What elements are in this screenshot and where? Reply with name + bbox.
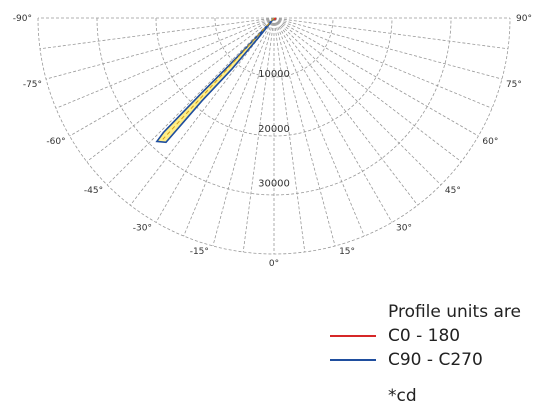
grid-radial <box>155 17 275 223</box>
angle-tick-label: -75° <box>23 80 42 90</box>
grid-radial <box>55 17 275 109</box>
grid-radial <box>273 17 418 206</box>
grid-radial <box>273 17 462 162</box>
polar-grid <box>37 17 511 255</box>
grid-radial <box>273 17 442 186</box>
grid-radial <box>212 17 275 247</box>
radial-tick-label: 20000 <box>258 124 290 135</box>
angle-tick-label: -45° <box>84 186 103 196</box>
angle-tick-label: 90° <box>516 14 532 24</box>
angle-tick-label: 60° <box>482 137 498 147</box>
legend-item-c90: C90 - C270 <box>330 348 521 372</box>
grid-radial <box>273 17 365 237</box>
grid-radial <box>106 17 275 186</box>
grid-radial <box>242 17 275 253</box>
angle-tick-label: 45° <box>445 186 461 196</box>
radial-tick-label: 10000 <box>258 69 290 80</box>
units-label: *cd <box>388 386 417 406</box>
legend-label-c90: C90 - C270 <box>388 350 483 370</box>
legend: Profile units are C0 - 180 C90 - C270 <box>330 300 521 372</box>
legend-title: Profile units are <box>388 302 521 322</box>
legend-swatch-c90 <box>330 359 376 361</box>
radial-tick-label: 30000 <box>258 179 290 190</box>
series-c0---180 <box>273 17 277 21</box>
grid-radial <box>86 17 275 162</box>
legend-item-c0: C0 - 180 <box>330 324 521 348</box>
grid-radial <box>273 17 509 50</box>
grid-radial <box>273 17 336 247</box>
angle-tick-label: 0° <box>269 259 279 269</box>
grid-radial <box>273 17 493 109</box>
legend-label-c0: C0 - 180 <box>388 326 461 346</box>
angle-tick-label: -90° <box>13 14 32 24</box>
angle-tick-label: 75° <box>506 80 522 90</box>
series-layer <box>155 17 277 144</box>
grid-radial <box>39 17 275 50</box>
grid-radial <box>45 17 275 80</box>
grid-radial <box>273 17 503 80</box>
grid-radial <box>130 17 275 206</box>
angle-tick-label: -15° <box>190 247 209 257</box>
angle-tick-label: -30° <box>133 223 152 233</box>
angle-tick-label: 30° <box>396 223 412 233</box>
grid-radial <box>183 17 275 237</box>
angle-tick-label: -60° <box>46 137 65 147</box>
tick-labels: -90° -75° -60° -45° -30° -15° 0° 15° 30° 45° 60° 75… <box>13 14 532 269</box>
legend-swatch-c0 <box>330 335 376 337</box>
polar-chart: -90° -75° -60° -45° -30° -15° 0° 15° 30° 45° 60° 75… <box>13 14 532 269</box>
angle-tick-label: 15° <box>339 247 355 257</box>
grid-radial <box>273 17 393 223</box>
grid-circle-1 <box>214 17 334 78</box>
grid-radial <box>69 17 275 137</box>
grid-radial <box>273 17 479 137</box>
grid-radial <box>273 17 306 253</box>
